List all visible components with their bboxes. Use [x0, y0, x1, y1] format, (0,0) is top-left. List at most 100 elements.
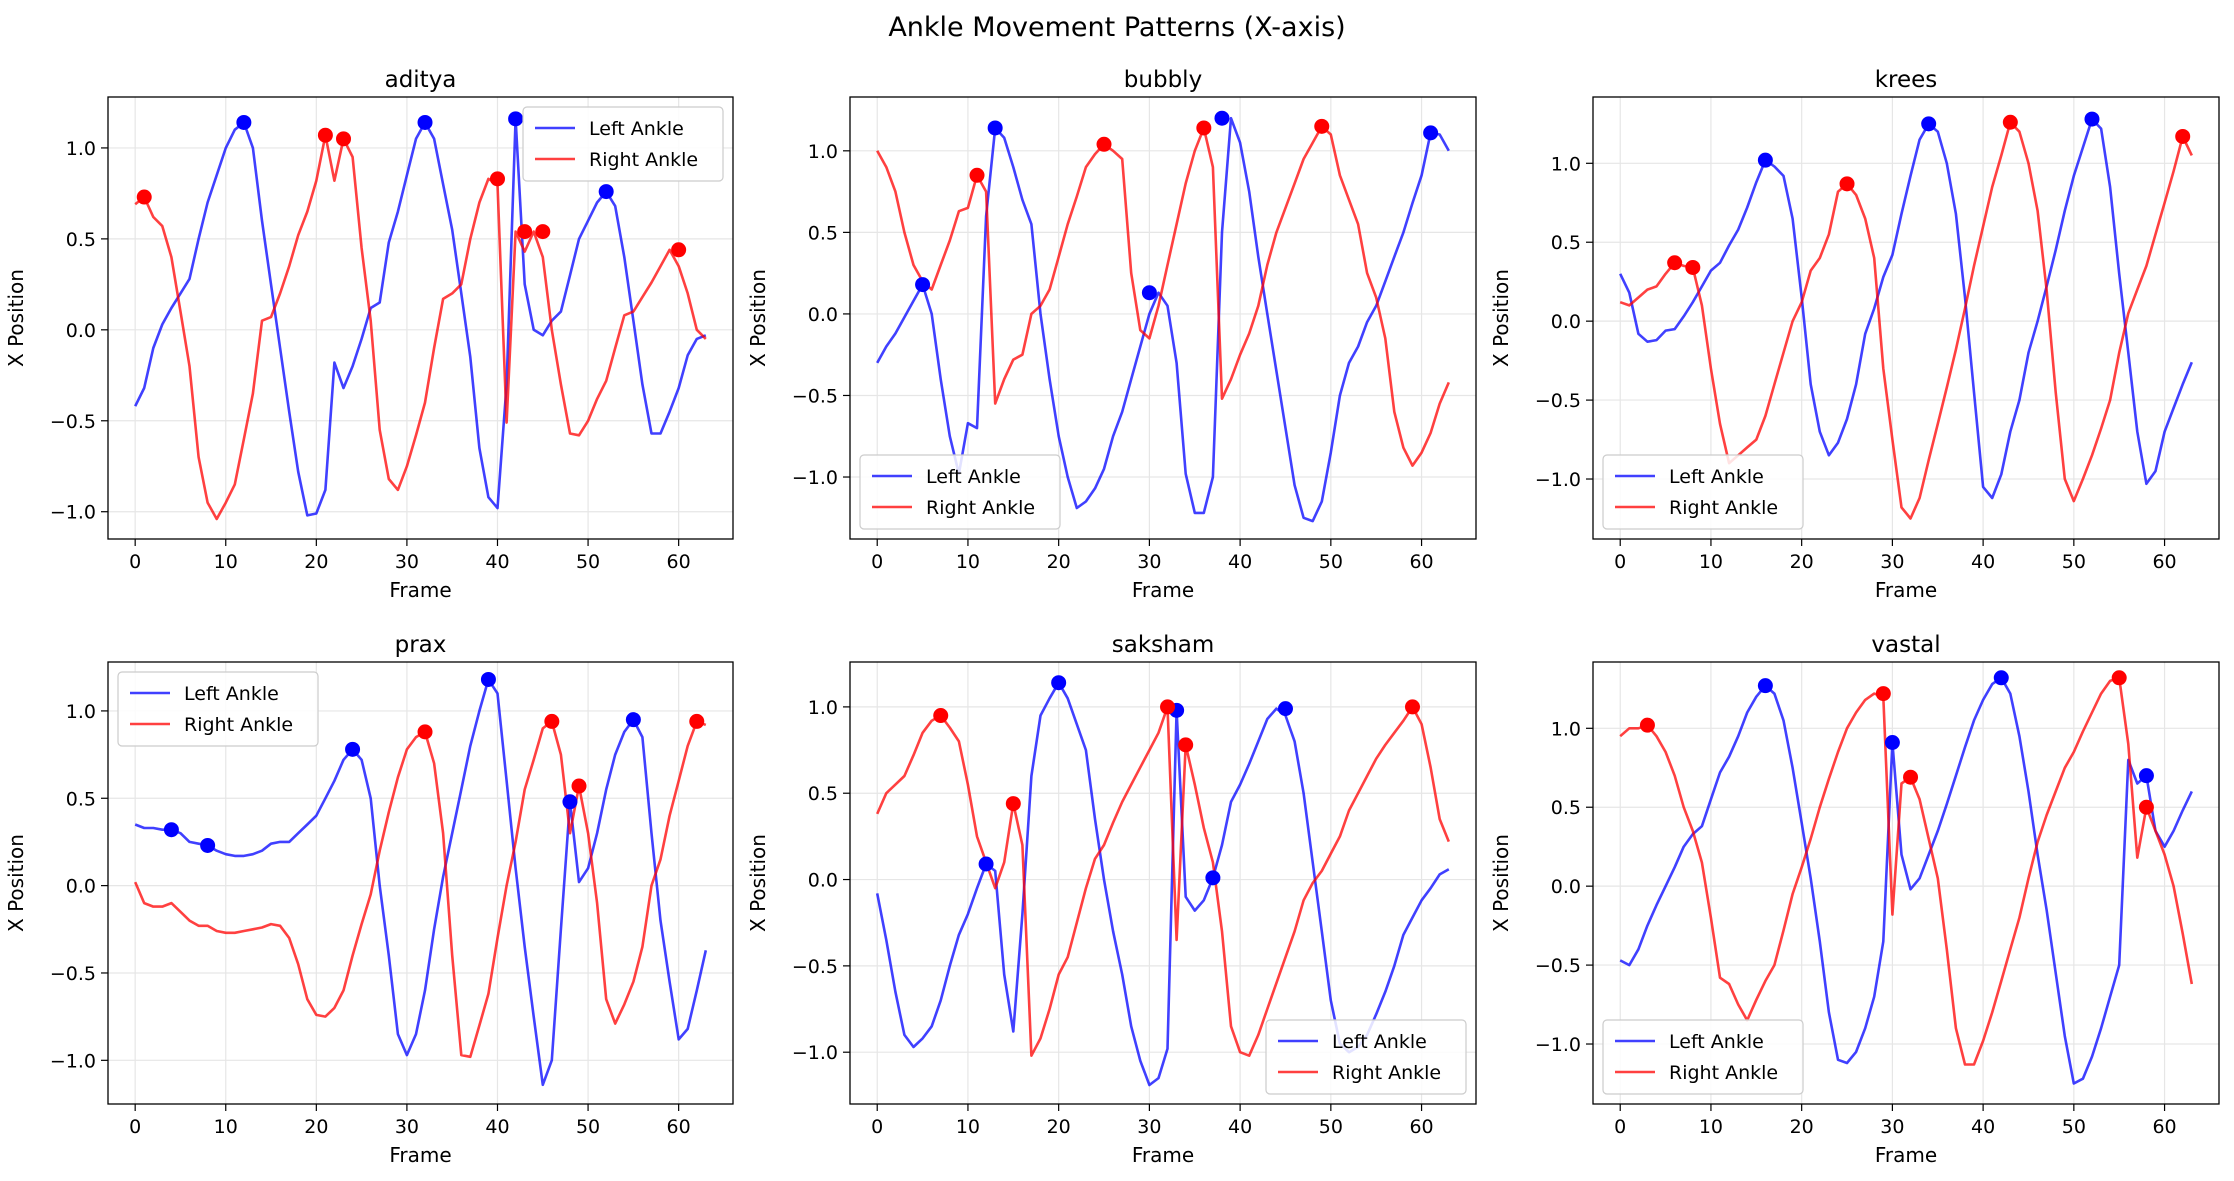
x-tick-label: 10	[214, 551, 238, 573]
peak-marker-right-ankle	[489, 171, 505, 187]
y-tick-label: −0.5	[792, 956, 838, 978]
peak-marker-right-ankle	[2138, 799, 2154, 815]
peak-marker-right-ankle	[671, 242, 687, 258]
series-line-left-ankle	[876, 116, 1450, 523]
y-tick-label: 0.5	[66, 229, 96, 251]
peak-marker-left-ankle	[1277, 701, 1293, 717]
subplot-title: vastal	[1871, 632, 1940, 658]
series-line-right-ankle	[1619, 121, 2193, 520]
peak-marker-right-ankle	[1404, 699, 1420, 715]
y-tick-label: −1.0	[1535, 1034, 1581, 1056]
peak-marker-right-ankle	[1639, 717, 1655, 733]
x-axis-label: Frame	[389, 578, 451, 602]
legend: Left Ankle Right Ankle	[859, 454, 1061, 530]
peak-marker-left-ankle	[163, 822, 179, 838]
peak-marker-left-ankle	[562, 794, 578, 810]
subplot-title: prax	[395, 632, 447, 658]
plot-area	[134, 671, 708, 1087]
peak-marker-right-ankle	[1005, 796, 1021, 812]
plot-area	[134, 111, 707, 521]
legend-label: Left Ankle	[184, 683, 279, 705]
peak-marker-left-ankle	[1757, 678, 1773, 694]
x-tick-label: 40	[485, 1116, 509, 1138]
peak-marker-right-ankle	[689, 713, 705, 729]
peak-marker-right-ankle	[517, 224, 533, 240]
peak-marker-right-ankle	[417, 724, 433, 740]
peak-marker-right-ankle	[1196, 120, 1212, 136]
plot-area	[1619, 670, 2194, 1085]
peak-marker-right-ankle	[1685, 259, 1701, 275]
x-tick-label: 10	[1699, 1116, 1723, 1138]
y-tick-label: −1.0	[1535, 469, 1581, 491]
y-tick-label: 1.0	[66, 701, 96, 723]
peak-marker-right-ankle	[571, 778, 587, 794]
y-tick-label: 0.0	[66, 320, 96, 342]
peak-marker-right-ankle	[535, 224, 551, 240]
y-axis-label: X Position	[1489, 834, 1513, 932]
x-tick-label: 20	[1047, 1116, 1071, 1138]
peak-marker-left-ankle	[508, 111, 524, 127]
subplot-prax: 0 10 20 30 40 50 60 −1.0 −0.5 0.0 0.5 1.0 prax Frame X…	[4, 632, 734, 1167]
peak-marker-right-ankle	[969, 167, 985, 183]
x-tick-label: 10	[956, 1116, 980, 1138]
peak-marker-left-ankle	[236, 114, 252, 130]
axes-frame	[107, 96, 734, 540]
x-axis-label: Frame	[389, 1143, 451, 1167]
peak-marker-right-ankle	[1903, 769, 1919, 785]
y-tick-label: 1.0	[1551, 718, 1581, 740]
series-line-right-ankle	[134, 133, 707, 521]
legend-label: Left Ankle	[1669, 1031, 1764, 1053]
subplot-saksham: 0 10 20 30 40 50 60 −1.0 −0.5 0.0 0.5 1.0 saksham Fra…	[746, 632, 1477, 1167]
x-tick-label: 0	[129, 551, 141, 573]
y-tick-label: 0.5	[808, 783, 838, 805]
subplot-title: saksham	[1112, 632, 1214, 658]
x-tick-label: 40	[1971, 551, 1995, 573]
series-line-right-ankle	[876, 125, 1450, 467]
axes-frame	[849, 661, 1477, 1105]
legend: Left Ankle Right Ankle	[522, 106, 724, 182]
peak-marker-left-ankle	[625, 712, 641, 728]
peak-marker-right-ankle	[317, 127, 333, 143]
peak-marker-right-ankle	[2002, 114, 2018, 130]
peak-marker-right-ankle	[1875, 686, 1891, 702]
axes-frame	[1592, 661, 2220, 1105]
peak-marker-left-ankle	[915, 277, 931, 293]
plot-area	[1619, 111, 2194, 520]
legend-label: Right Ankle	[184, 714, 293, 736]
peak-marker-left-ankle	[480, 671, 496, 687]
peak-marker-left-ankle	[345, 741, 361, 757]
x-axis-label: Frame	[1132, 578, 1194, 602]
legend-box	[1265, 1019, 1467, 1095]
x-tick-label: 50	[576, 551, 600, 573]
y-tick-label: −0.5	[1535, 390, 1581, 412]
x-tick-label: 20	[1790, 551, 1814, 573]
y-tick-label: 0.0	[66, 876, 96, 898]
x-tick-label: 10	[214, 1116, 238, 1138]
peak-marker-left-ankle	[2084, 111, 2100, 127]
y-tick-label: −0.5	[1535, 955, 1581, 977]
series-line-right-ankle	[876, 705, 1451, 1057]
y-tick-label: 0.0	[808, 870, 838, 892]
subplot-title: bubbly	[1124, 67, 1202, 93]
x-tick-label: 50	[576, 1116, 600, 1138]
y-tick-label: −1.0	[50, 1050, 96, 1072]
x-axis-label: Frame	[1875, 578, 1937, 602]
x-tick-label: 60	[1409, 1116, 1433, 1138]
peak-marker-right-ankle	[1839, 176, 1855, 192]
y-tick-label: −1.0	[792, 467, 838, 489]
subplot-title: krees	[1875, 67, 1938, 93]
peak-marker-left-ankle	[978, 856, 994, 872]
x-tick-label: 10	[956, 551, 980, 573]
x-tick-label: 60	[2152, 551, 2176, 573]
x-tick-label: 0	[871, 551, 883, 573]
x-tick-label: 50	[1319, 1116, 1343, 1138]
figure-title: Ankle Movement Patterns (X-axis)	[888, 12, 1345, 43]
legend-label: Right Ankle	[589, 149, 698, 171]
x-tick-label: 10	[1699, 551, 1723, 573]
legend-box	[859, 454, 1061, 530]
y-tick-label: 0.5	[808, 222, 838, 244]
plot-area	[876, 110, 1450, 523]
y-tick-label: 0.0	[808, 304, 838, 326]
